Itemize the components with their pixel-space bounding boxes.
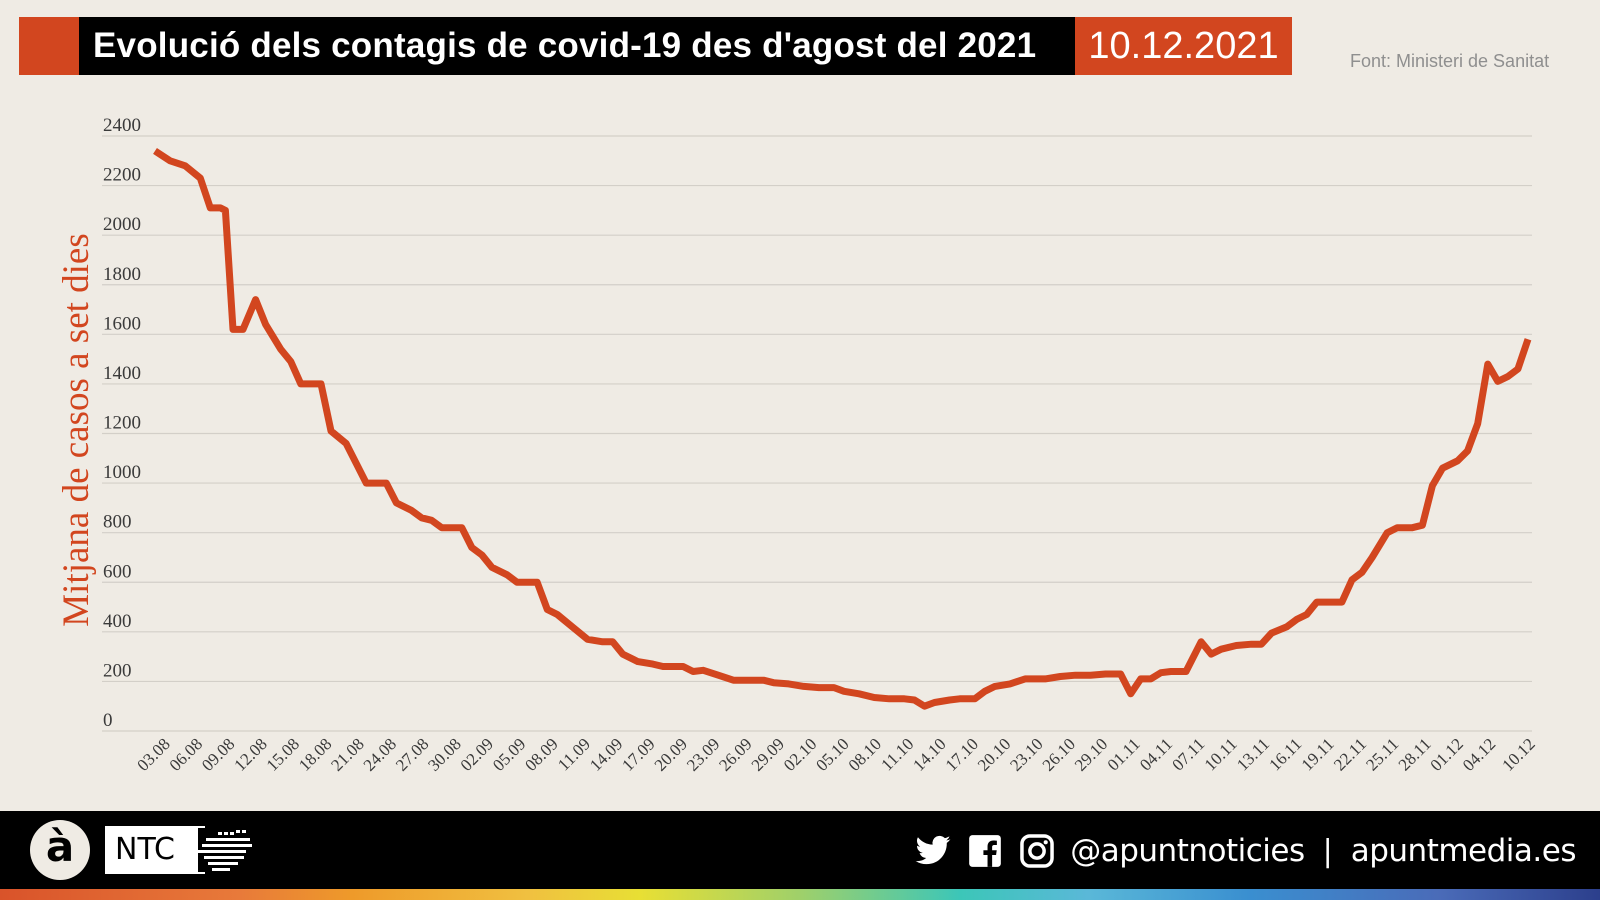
svg-text:10.12: 10.12 <box>1498 734 1538 774</box>
footer-bar <box>0 811 1600 889</box>
svg-text:23.10: 23.10 <box>1006 734 1046 774</box>
svg-text:04.11: 04.11 <box>1136 734 1176 774</box>
apunt-logo[interactable]: à <box>30 820 90 880</box>
rainbow-strip <box>0 889 1600 900</box>
svg-text:25.11: 25.11 <box>1362 734 1402 774</box>
svg-text:2200: 2200 <box>103 165 141 186</box>
source-label: Font: Ministeri de Sanitat <box>1350 51 1550 71</box>
svg-text:01.12: 01.12 <box>1427 734 1467 774</box>
ntc-logo[interactable]: NTC <box>105 826 205 874</box>
svg-text:12.08: 12.08 <box>230 734 270 774</box>
svg-text:1600: 1600 <box>103 313 141 334</box>
gridlines <box>102 135 1532 732</box>
svg-text:07.11: 07.11 <box>1168 734 1208 774</box>
title-accent-block <box>19 17 79 75</box>
svg-text:14.09: 14.09 <box>586 734 626 774</box>
svg-text:24.08: 24.08 <box>360 734 400 774</box>
svg-text:1400: 1400 <box>103 363 141 384</box>
svg-text:200: 200 <box>103 660 132 681</box>
svg-text:16.11: 16.11 <box>1265 734 1305 774</box>
svg-text:21.08: 21.08 <box>327 734 367 774</box>
svg-text:23.09: 23.09 <box>683 734 723 774</box>
svg-text:17.09: 17.09 <box>618 734 658 774</box>
svg-text:29.09: 29.09 <box>748 734 788 774</box>
twitter-icon[interactable] <box>914 832 952 870</box>
ntc-lines-icon <box>198 828 254 872</box>
svg-text:1000: 1000 <box>103 462 141 483</box>
svg-text:2000: 2000 <box>103 214 141 235</box>
website-link[interactable]: apuntmedia.es <box>1350 833 1577 869</box>
footer-separator: | <box>1322 833 1333 869</box>
svg-text:04.12: 04.12 <box>1459 734 1499 774</box>
svg-text:400: 400 <box>103 611 132 632</box>
y-axis-label: Mitjana de casos a set dies <box>56 233 97 627</box>
svg-text:08.10: 08.10 <box>845 734 885 774</box>
svg-text:17.10: 17.10 <box>942 734 982 774</box>
x-axis-ticks: 03.0806.0809.0812.0815.0818.0821.0824.08… <box>133 734 1538 774</box>
svg-text:05.09: 05.09 <box>489 734 529 774</box>
svg-text:03.08: 03.08 <box>133 734 173 774</box>
svg-text:11.09: 11.09 <box>554 734 594 774</box>
svg-text:1200: 1200 <box>103 413 141 434</box>
cases-line <box>153 147 1532 710</box>
social-links: @apuntnoticies | apuntmedia.es <box>914 826 1577 876</box>
svg-text:22.11: 22.11 <box>1330 734 1370 774</box>
svg-text:20.09: 20.09 <box>651 734 691 774</box>
svg-text:09.08: 09.08 <box>198 734 238 774</box>
svg-text:20.10: 20.10 <box>974 734 1014 774</box>
svg-text:27.08: 27.08 <box>392 734 432 774</box>
svg-text:13.11: 13.11 <box>1233 734 1273 774</box>
svg-text:08.09: 08.09 <box>521 734 561 774</box>
svg-text:11.10: 11.10 <box>877 734 917 774</box>
svg-text:02.10: 02.10 <box>780 734 820 774</box>
svg-text:01.11: 01.11 <box>1104 734 1144 774</box>
svg-text:14.10: 14.10 <box>909 734 949 774</box>
social-handle[interactable]: @apuntnoticies <box>1070 833 1305 869</box>
svg-text:1800: 1800 <box>103 264 141 285</box>
svg-text:10.11: 10.11 <box>1201 734 1241 774</box>
svg-text:26.10: 26.10 <box>1039 734 1079 774</box>
y-axis-ticks: 0 200 400 600 800 1000 1200 1400 1600 1800 2000 220… <box>103 115 141 731</box>
line-chart: 0 200 400 600 800 1000 1200 1400 1600 1800 2000 220… <box>56 115 1539 775</box>
date-badge: 10.12.2021 <box>1075 17 1292 75</box>
svg-text:18.08: 18.08 <box>295 734 335 774</box>
svg-text:30.08: 30.08 <box>424 734 464 774</box>
svg-text:0: 0 <box>103 710 113 731</box>
svg-text:600: 600 <box>103 561 132 582</box>
svg-text:06.08: 06.08 <box>166 734 206 774</box>
svg-text:2400: 2400 <box>103 115 141 136</box>
svg-text:29.10: 29.10 <box>1071 734 1111 774</box>
svg-text:28.11: 28.11 <box>1395 734 1435 774</box>
instagram-icon[interactable] <box>1018 832 1056 870</box>
svg-text:19.11: 19.11 <box>1298 734 1338 774</box>
svg-text:02.09: 02.09 <box>457 734 497 774</box>
svg-text:26.09: 26.09 <box>715 734 755 774</box>
svg-text:800: 800 <box>103 512 132 533</box>
svg-text:15.08: 15.08 <box>263 734 303 774</box>
facebook-icon[interactable] <box>966 832 1004 870</box>
svg-text:05.10: 05.10 <box>812 734 852 774</box>
chart-title: Evolució dels contagis de covid-19 des d… <box>79 17 1075 75</box>
